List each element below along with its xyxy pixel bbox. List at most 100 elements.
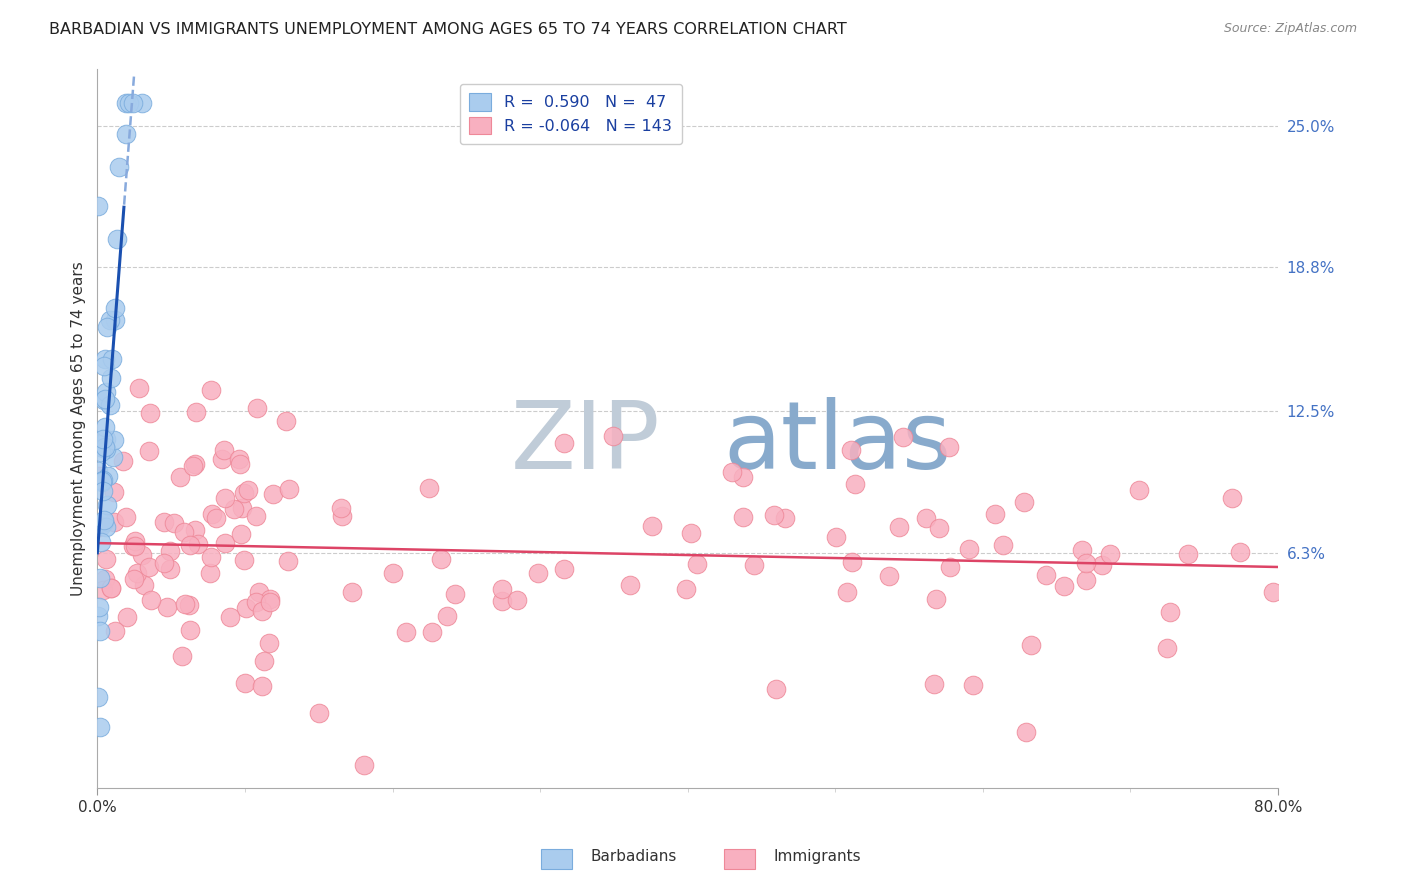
Point xyxy=(184,457,207,471)
Point xyxy=(200,383,222,397)
Point xyxy=(765,681,787,696)
Point xyxy=(90,445,112,459)
Point xyxy=(173,525,195,540)
Point xyxy=(619,577,641,591)
Point xyxy=(844,477,866,491)
Point xyxy=(553,436,575,450)
Point xyxy=(104,301,127,316)
Point xyxy=(330,508,353,523)
Point xyxy=(87,519,110,533)
Text: BARBADIAN VS IMMIGRANTS UNEMPLOYMENT AMONG AGES 65 TO 74 YEARS CORRELATION CHART: BARBADIAN VS IMMIGRANTS UNEMPLOYMENT AMO… xyxy=(49,22,846,37)
Point xyxy=(1177,548,1199,562)
Point xyxy=(87,469,110,483)
Point xyxy=(90,475,112,490)
Point xyxy=(277,554,299,568)
Point xyxy=(183,523,205,537)
Point xyxy=(96,384,118,399)
Point xyxy=(179,538,201,552)
Point xyxy=(93,513,115,527)
Point xyxy=(100,582,122,596)
Point xyxy=(96,498,118,512)
Point xyxy=(128,381,150,395)
Point xyxy=(214,536,236,550)
Point xyxy=(681,525,703,540)
Point xyxy=(1035,567,1057,582)
Point xyxy=(259,594,281,608)
Point xyxy=(169,470,191,484)
Point xyxy=(938,560,960,574)
Point xyxy=(124,539,146,553)
Point xyxy=(841,555,863,569)
Point xyxy=(93,392,115,407)
Point xyxy=(236,483,259,497)
Point xyxy=(91,483,114,498)
Point xyxy=(527,566,550,580)
Point xyxy=(141,593,163,607)
Point xyxy=(253,654,276,668)
Point xyxy=(91,474,114,488)
Point xyxy=(87,599,110,614)
Point xyxy=(177,598,200,612)
Point xyxy=(685,557,707,571)
Point xyxy=(89,571,111,585)
Point xyxy=(89,720,111,734)
Point xyxy=(134,578,156,592)
Point xyxy=(94,419,117,434)
Point xyxy=(891,430,914,444)
Point xyxy=(103,624,125,638)
Point xyxy=(877,568,900,582)
Point xyxy=(94,432,117,446)
Point xyxy=(308,706,330,721)
Point xyxy=(274,414,297,428)
Point xyxy=(721,465,744,479)
Point xyxy=(131,95,153,110)
Point xyxy=(93,572,115,586)
Point xyxy=(382,566,405,581)
Point xyxy=(214,491,236,506)
Point xyxy=(205,511,228,525)
Point xyxy=(887,520,910,534)
Point xyxy=(200,549,222,564)
Point xyxy=(957,541,980,556)
Text: Source: ZipAtlas.com: Source: ZipAtlas.com xyxy=(1223,22,1357,36)
Point xyxy=(825,530,848,544)
Point xyxy=(173,597,195,611)
Point xyxy=(278,483,301,497)
Point xyxy=(186,537,208,551)
Point xyxy=(86,608,108,623)
Point xyxy=(153,515,176,529)
Point xyxy=(222,501,245,516)
Point xyxy=(184,404,207,418)
Point xyxy=(262,486,284,500)
Point xyxy=(94,352,117,367)
Point xyxy=(114,95,136,110)
Point xyxy=(105,232,128,246)
Point xyxy=(218,609,240,624)
Point xyxy=(93,392,115,407)
Point xyxy=(1159,606,1181,620)
Point xyxy=(96,320,118,334)
Point xyxy=(245,401,267,416)
Point xyxy=(443,586,465,600)
Point xyxy=(1076,573,1098,587)
Legend: R =  0.590   N =  47, R = -0.064   N = 143: R = 0.590 N = 47, R = -0.064 N = 143 xyxy=(460,84,682,145)
Point xyxy=(122,539,145,553)
Point xyxy=(100,371,122,385)
Point xyxy=(114,509,136,524)
Point xyxy=(91,432,114,446)
Point xyxy=(93,359,115,373)
Point xyxy=(124,534,146,549)
Point xyxy=(139,406,162,420)
Point xyxy=(114,128,136,142)
Point xyxy=(93,515,115,529)
Point xyxy=(962,678,984,692)
Point xyxy=(1220,491,1243,505)
Point xyxy=(94,440,117,454)
Point xyxy=(731,469,754,483)
Point xyxy=(98,398,121,412)
Point xyxy=(938,440,960,454)
Point xyxy=(1012,495,1035,509)
Point xyxy=(228,452,250,467)
Point xyxy=(153,556,176,570)
Point xyxy=(418,481,440,495)
